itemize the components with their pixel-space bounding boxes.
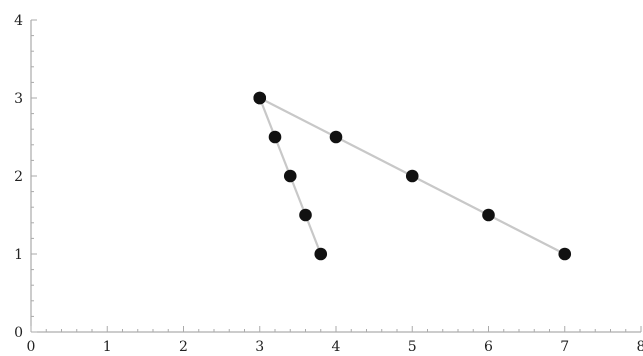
data-point	[558, 247, 572, 261]
y-tick-label: 1	[14, 247, 23, 263]
data-point	[314, 247, 328, 261]
y-tick-label: 4	[14, 13, 23, 29]
data-point	[268, 130, 282, 144]
data-point	[299, 208, 312, 222]
x-tick-label: 5	[408, 339, 417, 355]
x-tick-label: 4	[332, 339, 341, 355]
data-point	[253, 91, 267, 105]
data-point	[283, 169, 297, 183]
data-point	[482, 208, 495, 222]
series-1	[253, 91, 328, 261]
x-tick-label: 1	[103, 339, 112, 355]
axes	[30, 19, 642, 333]
series-layer	[253, 91, 572, 261]
tick-labels: 0 1 2 3 4 5 6 7 8 0 1 2 3 4	[14, 13, 643, 355]
x-tick-label: 7	[560, 339, 569, 355]
x-tick-label: 6	[484, 339, 493, 355]
data-point	[329, 130, 343, 144]
y-tick-label: 3	[14, 91, 23, 107]
x-tick-label: 8	[637, 339, 643, 355]
y-tick-label: 2	[14, 169, 23, 185]
x-tick-label: 3	[255, 339, 264, 355]
series-2	[253, 91, 572, 261]
y-tick-label: 0	[14, 325, 23, 341]
data-point	[405, 169, 419, 183]
x-tick-label: 0	[27, 339, 36, 355]
x-tick-label: 2	[179, 339, 188, 355]
